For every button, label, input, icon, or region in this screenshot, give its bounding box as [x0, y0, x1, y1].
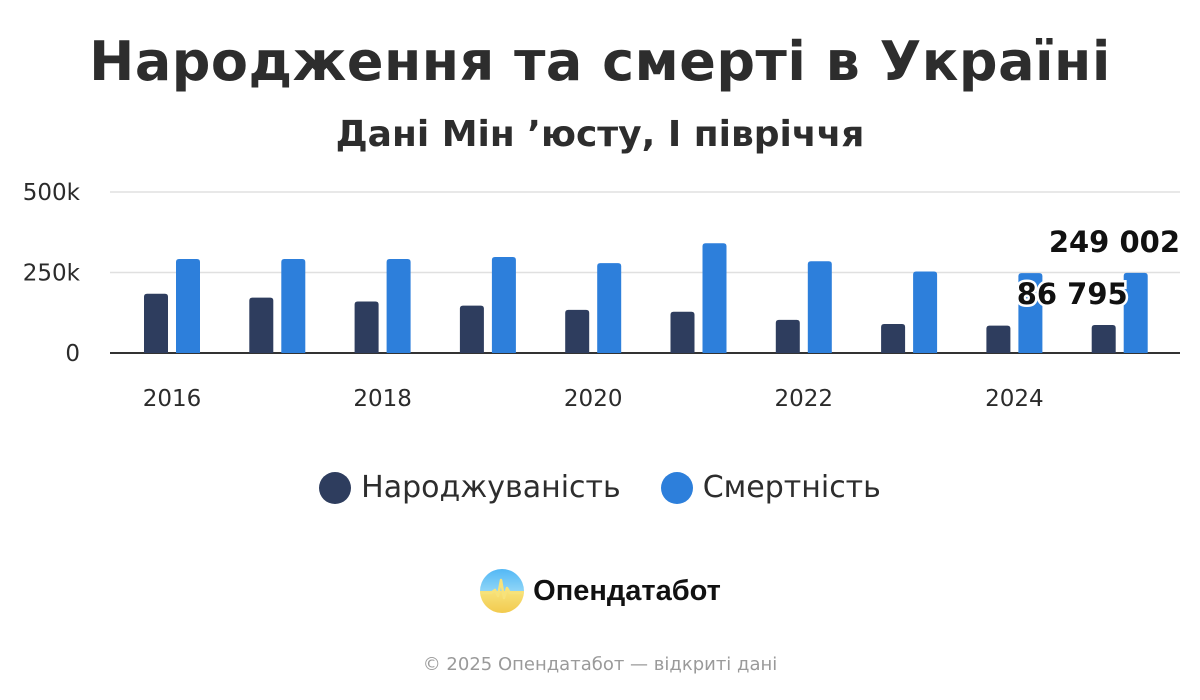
legend-item-births[interactable]: Народжуваність	[319, 470, 621, 505]
bar-chart: 2016 2018 2020 2022 2024 0 250k 500k 249 002 86…	[23, 180, 1183, 412]
x-tick-label: 2024	[985, 386, 1044, 412]
legend-label-deaths: Смертність	[702, 470, 881, 505]
bar-deaths-2024[interactable]	[1018, 273, 1043, 353]
bar-births-2025[interactable]	[1091, 325, 1116, 353]
footer-copyright: © 2025 Опендатабот — відкриті дані	[422, 654, 778, 675]
y-axis-ticks: 0 250k 500k	[23, 180, 81, 367]
legend-label-births: Народжуваність	[361, 470, 621, 505]
bar-births-2020[interactable]	[565, 309, 590, 353]
bar-births-2022[interactable]	[775, 319, 800, 353]
y-tick-label: 250k	[23, 261, 81, 287]
bar-births-2017[interactable]	[249, 297, 274, 353]
bar-deaths-2017[interactable]	[281, 258, 306, 353]
bar-births-2023[interactable]	[881, 324, 906, 353]
y-tick-label: 500k	[23, 180, 81, 206]
bar-births-2016[interactable]	[144, 293, 168, 353]
bar-deaths-2021[interactable]	[702, 243, 727, 353]
opendatabot-logo-icon	[480, 569, 525, 613]
y-tick-label: 0	[65, 341, 80, 367]
x-tick-label: 2016	[143, 386, 202, 412]
data-labels: 249 002 86 795	[1014, 222, 1182, 313]
chart-bars	[144, 243, 1148, 353]
legend-swatch-deaths	[660, 471, 693, 504]
bar-deaths-2018[interactable]	[386, 258, 411, 353]
bar-deaths-2020[interactable]	[597, 263, 622, 353]
x-tick-label: 2022	[775, 386, 834, 412]
bar-births-2018[interactable]	[354, 301, 379, 353]
bar-deaths-2022[interactable]	[807, 261, 832, 353]
bar-deaths-2019[interactable]	[491, 257, 516, 353]
bar-deaths-2023[interactable]	[913, 271, 938, 353]
chart-title: Народження та смерті в Україні	[89, 30, 1111, 93]
bar-births-2021[interactable]	[670, 311, 695, 353]
bar-deaths-2016[interactable]	[176, 258, 200, 353]
chart-subtitle: Дані Мін ʼюсту, І півріччя	[335, 114, 865, 155]
x-tick-label: 2018	[353, 386, 412, 412]
brand: Опендатабот	[0, 568, 1200, 614]
data-label-deaths-2025: 249 002	[1049, 225, 1180, 259]
legend-swatch-births	[319, 471, 352, 504]
bar-births-2024[interactable]	[986, 325, 1011, 353]
bar-deaths-2025[interactable]	[1123, 272, 1148, 353]
x-axis-ticks: 2016 2018 2020 2022 2024	[143, 386, 1044, 412]
x-tick-label: 2020	[564, 386, 623, 412]
data-label-births-2025: 86 795	[1017, 277, 1128, 311]
brand-name: Опендатабот	[533, 574, 721, 607]
legend-item-deaths[interactable]: Смертність	[660, 470, 881, 505]
bar-births-2019[interactable]	[459, 305, 484, 353]
legend: Народжуваність Смертність	[0, 470, 1200, 505]
